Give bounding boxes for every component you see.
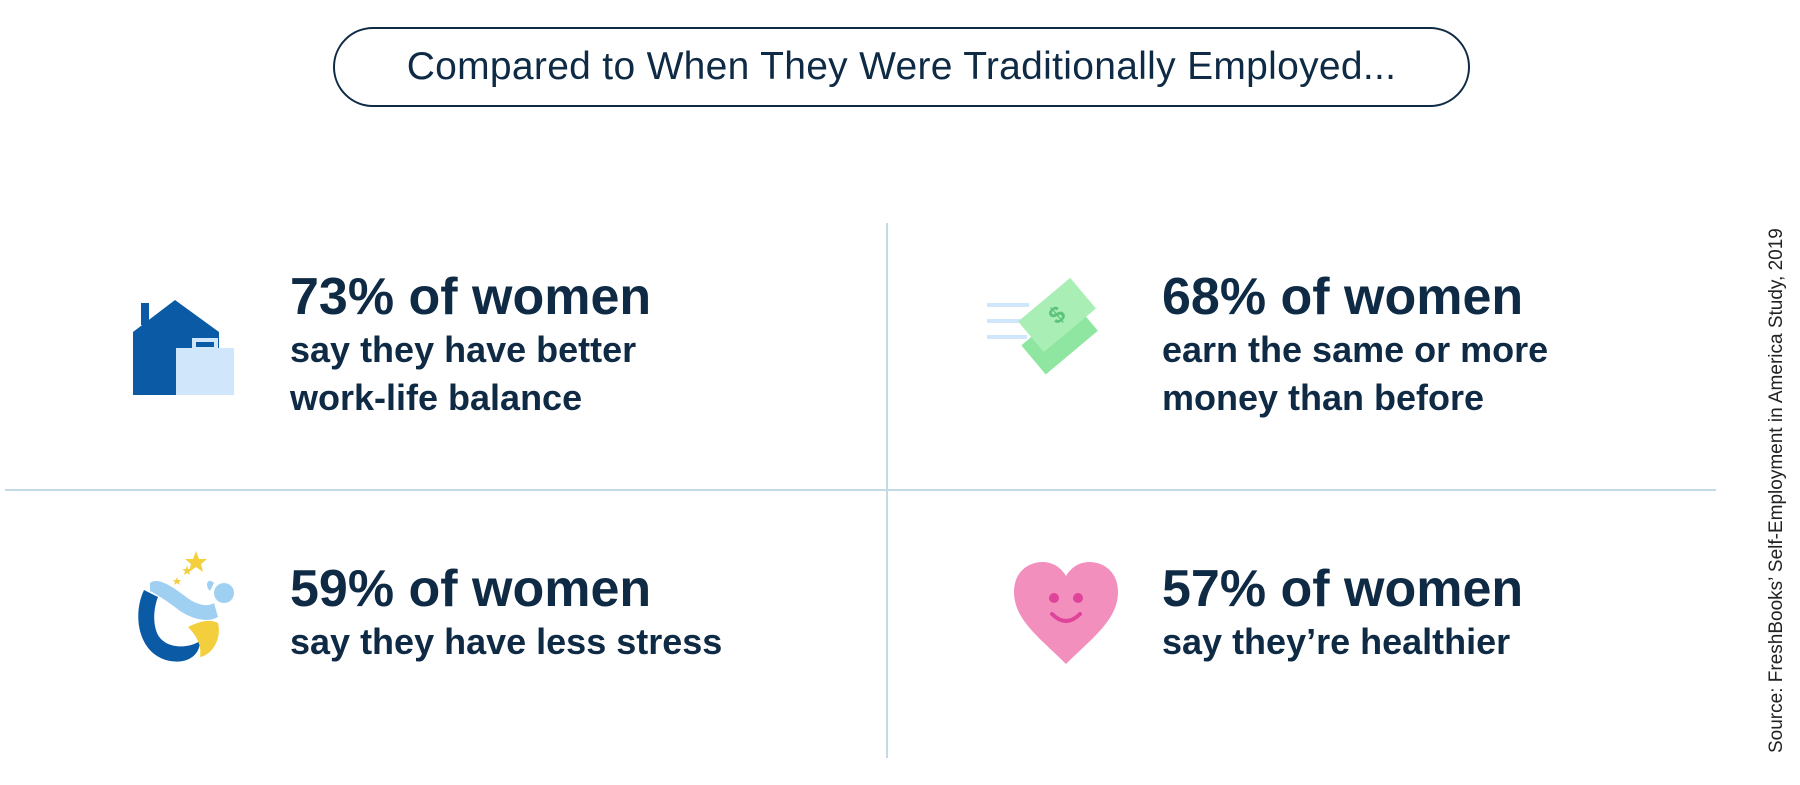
stat-desc-line: money than before — [1162, 377, 1485, 418]
stat-health: 57% of women say they’re healthier — [1162, 560, 1523, 666]
stat-headline: 73% of women — [290, 268, 652, 326]
stat-headline: 57% of women — [1162, 560, 1524, 618]
money-bills-icon: $ — [987, 277, 1098, 375]
source-note: Source: FreshBooks’ Self-Employment in A… — [1766, 228, 1787, 753]
header-title: Compared to When They Were Traditionally… — [406, 45, 1397, 88]
header-pill: Compared to When They Were Traditionally… — [333, 27, 1470, 107]
stat-headline: 59% of women — [290, 560, 652, 618]
stat-desc-line: say they’re healthier — [1162, 621, 1511, 662]
stat-headline: 68% of women — [1162, 268, 1524, 326]
stat-desc-line: work-life balance — [290, 377, 583, 418]
yoga-pose-icon — [138, 551, 234, 662]
stat-stress: 59% of women say they have less stress — [290, 560, 722, 666]
stat-desc-line: earn the same or more — [1162, 329, 1549, 370]
smiling-heart-icon — [1014, 562, 1118, 664]
horizontal-divider — [5, 489, 1716, 491]
stat-work-life: 73% of women say they have better work-l… — [290, 268, 651, 422]
stat-desc-line: say they have less stress — [290, 621, 723, 662]
house-briefcase-icon — [133, 300, 234, 395]
stat-desc-line: say they have better — [290, 329, 637, 370]
stat-income: 68% of women earn the same or more money… — [1162, 268, 1548, 422]
